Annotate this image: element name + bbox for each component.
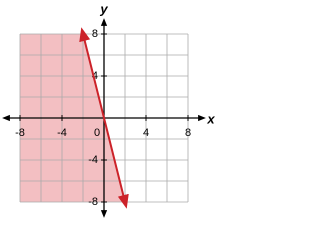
y-tick-label: -8 xyxy=(88,196,98,208)
x-tick-label: 0 xyxy=(94,127,100,139)
x-axis-label: x xyxy=(206,111,215,126)
x-tick-label: 4 xyxy=(143,127,149,139)
x-tick-label: -4 xyxy=(57,127,67,139)
chart: x y -8 -4 0 4 8-8-448 xyxy=(2,1,215,218)
x-tick-label: 8 xyxy=(185,127,191,139)
y-tick-label: 8 xyxy=(92,28,98,40)
y-axis-label: y xyxy=(99,1,108,16)
y-tick-label: -4 xyxy=(88,154,98,166)
boundary-line xyxy=(79,27,129,209)
x-tick-label: -8 xyxy=(15,127,25,139)
